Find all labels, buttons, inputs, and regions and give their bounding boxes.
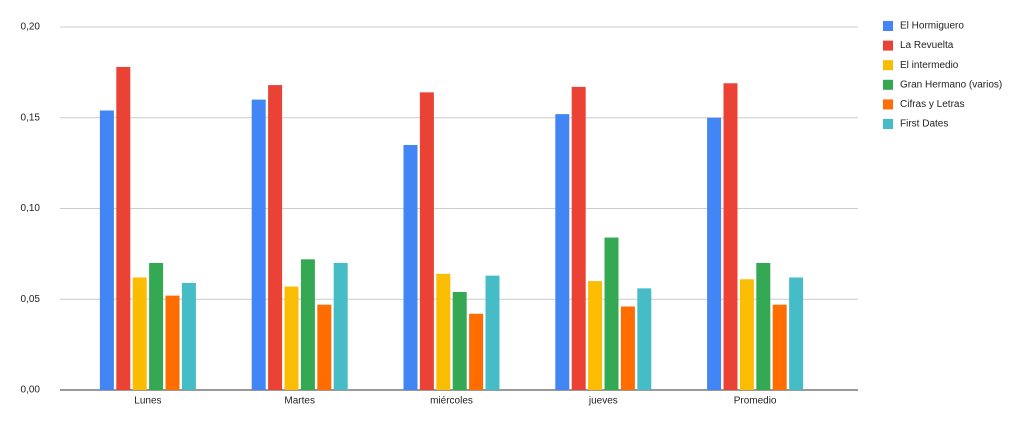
bar	[284, 286, 299, 390]
y-tick-label: 0,05	[21, 294, 41, 305]
bar	[739, 279, 754, 390]
bar	[772, 304, 787, 390]
legend-swatch	[883, 119, 893, 129]
bar	[485, 275, 500, 390]
bar	[707, 117, 722, 390]
x-tick-label: Martes	[284, 396, 315, 407]
y-tick-label: 0,15	[21, 112, 41, 123]
x-tick-label: jueves	[588, 396, 618, 407]
legend-label: First Dates	[900, 119, 948, 130]
bar	[268, 85, 283, 390]
legend-label: El intermedio	[900, 60, 959, 71]
legend-swatch	[883, 40, 893, 51]
bar	[571, 86, 586, 391]
bar	[604, 237, 619, 390]
bar	[300, 259, 315, 390]
legend-label: Cifras y Letras	[900, 99, 964, 110]
legend-swatch	[883, 60, 893, 71]
x-tick-label: Promedio	[734, 396, 777, 407]
bar	[165, 295, 180, 390]
bar	[403, 144, 418, 390]
legend-label: Gran Hermano (varios)	[900, 79, 1002, 90]
y-tick-label: 0,20	[21, 22, 41, 33]
bar	[637, 288, 652, 390]
bar	[756, 262, 771, 390]
bar	[588, 281, 603, 390]
bar	[132, 277, 147, 390]
bar	[723, 83, 738, 390]
bar	[99, 110, 114, 391]
bar	[149, 262, 164, 390]
bar	[555, 114, 570, 391]
bar	[116, 66, 131, 391]
bar	[181, 282, 196, 390]
y-tick-label: 0,10	[21, 203, 41, 214]
legend-swatch	[883, 21, 893, 31]
legend-label: El Hormiguero	[900, 21, 964, 32]
legend-swatch	[883, 99, 893, 110]
bar	[436, 273, 451, 390]
bar	[419, 92, 434, 390]
legend-label: La Revuelta	[900, 40, 954, 51]
y-tick-label: 0,00	[21, 385, 41, 396]
bar	[620, 306, 635, 390]
x-tick-label: miércoles	[430, 396, 473, 407]
x-tick-label: Lunes	[134, 396, 161, 407]
bar	[251, 99, 266, 390]
legend-swatch	[883, 79, 893, 90]
bar	[333, 262, 348, 390]
bar	[452, 291, 467, 390]
bar	[317, 304, 332, 390]
bar	[469, 313, 484, 390]
bar	[789, 277, 804, 390]
